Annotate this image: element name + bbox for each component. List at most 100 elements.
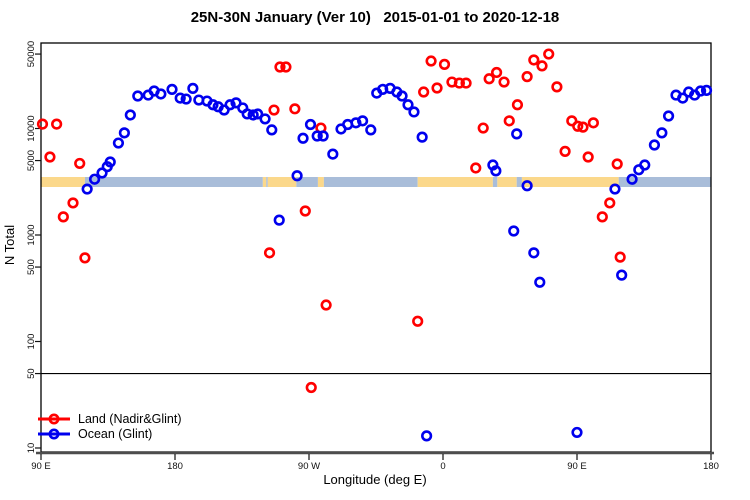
data-point-land bbox=[536, 60, 548, 72]
data-point-land bbox=[305, 381, 317, 394]
data-point-ocean bbox=[166, 83, 178, 95]
data-point-land bbox=[498, 76, 510, 88]
legend-item-ocean: Ocean (Glint) bbox=[37, 427, 182, 441]
data-point-land bbox=[511, 99, 524, 111]
data-point-land bbox=[460, 77, 472, 89]
legend: Land (Nadir&Glint) Ocean (Glint) bbox=[37, 412, 182, 441]
band-segment-land bbox=[262, 177, 267, 187]
data-point-land bbox=[470, 162, 482, 174]
data-point-ocean bbox=[291, 170, 303, 182]
y-axis-ticks: 10 50 100 500 1000 5000 10000 50000 bbox=[26, 41, 41, 453]
data-point-land bbox=[67, 197, 79, 209]
data-point-land bbox=[268, 104, 280, 116]
data-point-ocean bbox=[241, 108, 253, 120]
data-point-ocean bbox=[180, 93, 192, 105]
x-tick-label: 90 E bbox=[567, 461, 587, 472]
data-point-land bbox=[412, 315, 424, 327]
land-legend-symbol bbox=[38, 413, 70, 425]
data-point-land bbox=[582, 151, 594, 163]
data-point-ocean bbox=[421, 430, 433, 442]
band-segment-ocean bbox=[492, 177, 498, 187]
data-point-land bbox=[320, 299, 332, 311]
data-point-ocean bbox=[252, 108, 264, 120]
data-point-land bbox=[572, 120, 584, 132]
x-tick-label: 0 bbox=[440, 461, 445, 472]
band-segment-land bbox=[417, 177, 493, 187]
data-point-ocean bbox=[609, 183, 621, 195]
plot-border bbox=[40, 42, 712, 453]
data-point-ocean bbox=[626, 173, 638, 185]
legend-label-land: Land (Nadir&Glint) bbox=[78, 412, 182, 426]
band-segment-land bbox=[497, 177, 517, 187]
data-point-ocean bbox=[416, 131, 428, 143]
data-point-land bbox=[74, 157, 86, 170]
band-segment-ocean bbox=[84, 177, 263, 187]
data-point-ocean bbox=[508, 225, 520, 237]
data-point-ocean bbox=[155, 88, 167, 100]
data-point-ocean bbox=[662, 110, 675, 122]
band-segment-land bbox=[41, 177, 85, 187]
data-point-ocean bbox=[124, 109, 136, 121]
land-points bbox=[36, 48, 626, 394]
data-point-ocean bbox=[118, 127, 130, 139]
data-point-land bbox=[57, 211, 69, 223]
data-point-land bbox=[543, 48, 555, 60]
data-point-land bbox=[79, 252, 91, 264]
data-point-ocean bbox=[534, 276, 546, 288]
data-point-land bbox=[614, 251, 626, 263]
data-point-land bbox=[36, 118, 49, 130]
data-point-ocean bbox=[187, 82, 199, 94]
data-point-ocean bbox=[396, 90, 408, 102]
ocean-legend-symbol bbox=[38, 428, 70, 440]
data-point-ocean bbox=[88, 173, 101, 185]
data-point-land bbox=[44, 151, 56, 163]
x-tick-label: 180 bbox=[703, 461, 719, 472]
ocean-points bbox=[81, 82, 713, 442]
band-segment-land bbox=[521, 177, 619, 187]
data-point-ocean bbox=[266, 124, 278, 136]
band-segment-ocean bbox=[618, 177, 711, 187]
data-point-ocean bbox=[259, 113, 271, 125]
data-point-land bbox=[438, 58, 451, 70]
band-segment-ocean bbox=[323, 177, 418, 187]
y-tick-label: 1000 bbox=[26, 224, 37, 245]
chart-title: 25N-30N January (Ver 10) 2015-01-01 to 2… bbox=[190, 9, 560, 26]
data-point-land bbox=[566, 115, 578, 127]
data-point-land bbox=[425, 55, 437, 67]
data-point-land bbox=[577, 121, 589, 133]
legend-item-land: Land (Nadir&Glint) bbox=[37, 412, 182, 426]
y-axis-label: N Total bbox=[2, 224, 17, 266]
band-segment-ocean bbox=[516, 177, 522, 187]
data-point-ocean bbox=[224, 99, 236, 111]
legend-label-ocean: Ocean (Glint) bbox=[78, 427, 153, 441]
data-point-land bbox=[453, 77, 465, 89]
data-point-ocean bbox=[132, 90, 144, 102]
data-point-ocean bbox=[297, 132, 309, 144]
x-tick-label: 90 W bbox=[298, 461, 320, 472]
data-point-land bbox=[289, 103, 301, 115]
data-point-ocean bbox=[327, 148, 339, 160]
band-segment-land bbox=[267, 177, 297, 187]
data-point-land bbox=[587, 117, 599, 129]
y-tick-label: 50000 bbox=[26, 41, 37, 67]
y-tick-label: 10000 bbox=[26, 115, 37, 141]
y-tick-label: 10 bbox=[26, 443, 37, 454]
y-tick-label: 50 bbox=[26, 368, 37, 379]
data-point-land bbox=[418, 86, 430, 98]
data-point-ocean bbox=[357, 115, 369, 127]
band-segment-land bbox=[317, 177, 324, 187]
data-point-ocean bbox=[490, 165, 502, 177]
data-point-land bbox=[51, 118, 63, 130]
data-point-ocean bbox=[112, 137, 125, 149]
data-point-ocean bbox=[365, 124, 377, 136]
data-point-ocean bbox=[616, 269, 628, 281]
data-point-ocean bbox=[528, 247, 540, 259]
data-point-land bbox=[477, 122, 489, 134]
y-tick-label: 5000 bbox=[26, 150, 37, 171]
data-point-ocean bbox=[521, 180, 533, 192]
data-point-ocean bbox=[304, 118, 317, 131]
data-point-ocean bbox=[174, 92, 186, 104]
data-point-land bbox=[483, 73, 495, 85]
y-tick-label: 100 bbox=[26, 334, 37, 350]
